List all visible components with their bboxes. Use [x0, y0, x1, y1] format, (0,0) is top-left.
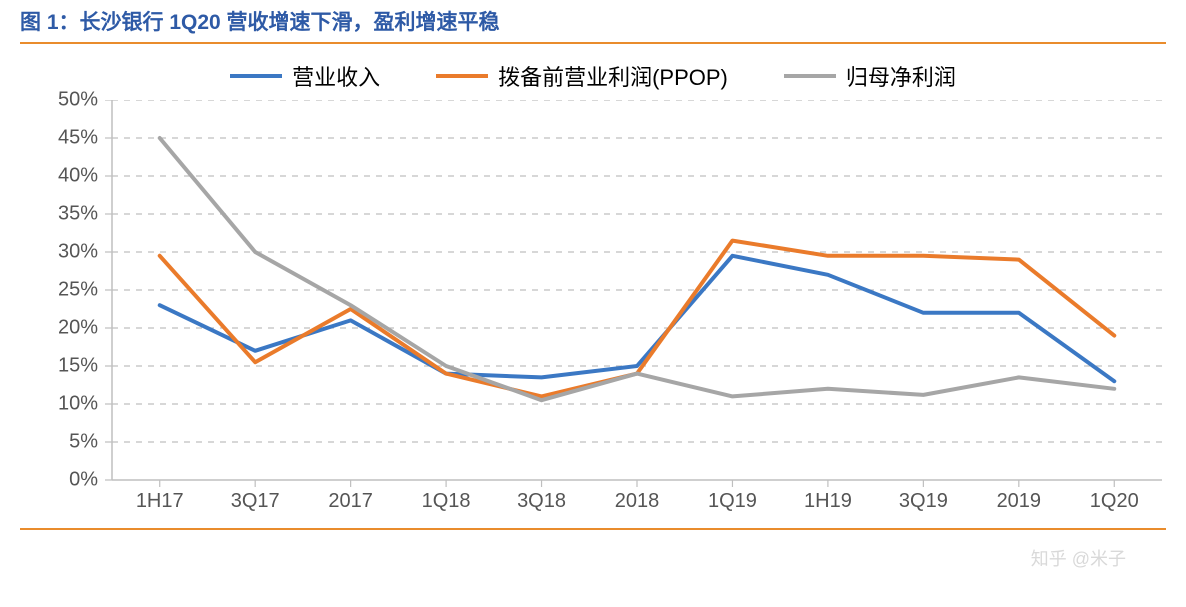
legend-label: 归母净利润: [846, 60, 956, 92]
legend-swatch: [436, 74, 488, 78]
series-line: [160, 256, 1115, 381]
figure-title-row: 图 1：长沙银行 1Q20 营收增速下滑，盈利增速平稳: [0, 0, 1186, 42]
chart-svg: [20, 100, 1162, 490]
figure-container: 图 1：长沙银行 1Q20 营收增速下滑，盈利增速平稳 营业收入 拨备前营业利润(…: [0, 0, 1186, 607]
x-tick-label: 1Q19: [708, 490, 757, 513]
legend-label: 营业收入: [292, 60, 380, 92]
x-tick-label: 3Q18: [517, 490, 566, 513]
chart-plot-area: 0%5%10%15%20%25%30%35%40%45%50% 1H173Q17…: [20, 100, 1166, 520]
bottom-rule: [20, 528, 1166, 530]
legend-item: 拨备前营业利润(PPOP): [436, 60, 728, 92]
x-tick-label: 2019: [997, 490, 1042, 513]
legend-swatch: [784, 74, 836, 78]
x-tick-label: 1H17: [136, 490, 184, 513]
x-tick-label: 3Q17: [231, 490, 280, 513]
x-tick-label: 3Q19: [899, 490, 948, 513]
legend-item: 营业收入: [230, 60, 380, 92]
legend-label: 拨备前营业利润(PPOP): [498, 60, 728, 92]
series-line: [160, 138, 1115, 400]
x-tick-label: 1Q20: [1090, 490, 1139, 513]
legend-swatch: [230, 74, 282, 78]
chart-legend: 营业收入 拨备前营业利润(PPOP) 归母净利润: [0, 44, 1186, 100]
x-axis-labels: 1H17 3Q17 2017 1Q18 3Q18 2018 1Q19 1H19 3Q19 2019…: [20, 490, 1162, 520]
x-tick-label: 1Q18: [422, 490, 471, 513]
x-tick-label: 1H19: [804, 490, 852, 513]
x-tick-label: 2017: [328, 490, 373, 513]
figure-title: 图 1：长沙银行 1Q20 营收增速下滑，盈利增速平稳: [20, 11, 500, 34]
legend-item: 归母净利润: [784, 60, 956, 92]
watermark-text: 知乎 @米子: [1031, 545, 1126, 571]
x-tick-label: 2018: [615, 490, 660, 513]
